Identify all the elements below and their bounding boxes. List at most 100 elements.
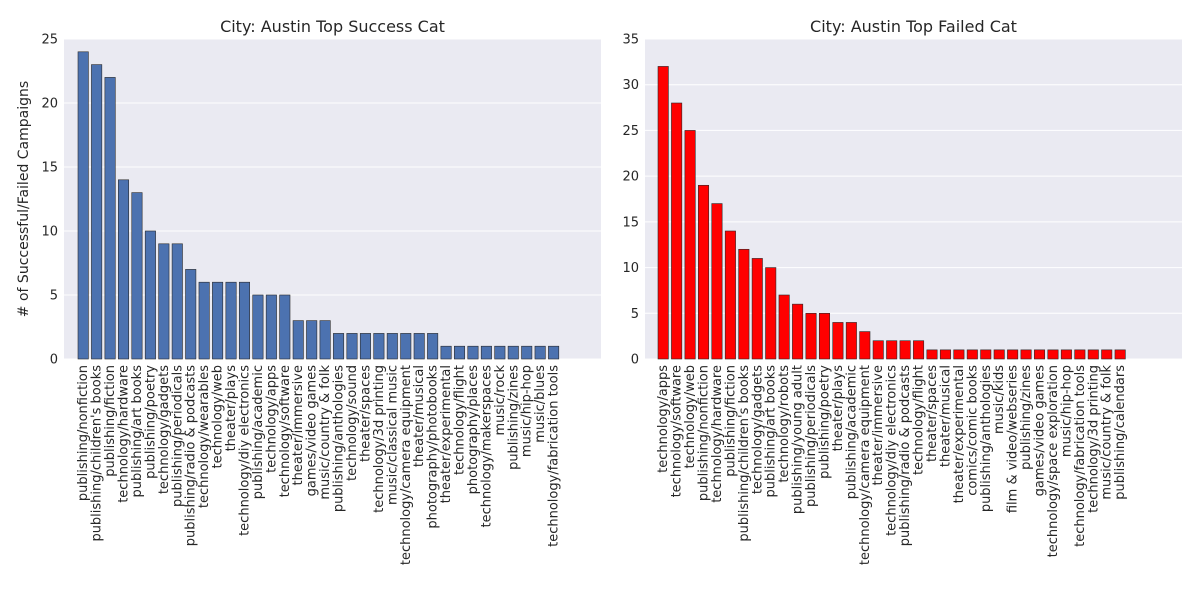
success-bar [346,333,358,360]
failed-x-tick-label: games/video games [1033,365,1048,497]
failed-bar [1101,349,1113,360]
success-bar [158,243,170,360]
success-x-tick-label: music/blues [533,365,548,443]
success-bar [171,243,183,360]
success-bar [265,294,277,360]
success-x-tick-label: games/video games [305,365,320,497]
success-bar [292,320,304,360]
success-bar [225,281,237,360]
success-x-tick-label: technology/apps [264,365,279,473]
success-plot-area [64,39,601,359]
failed-x-tick-label: publishing/young adult [791,365,806,514]
failed-bar [993,349,1005,360]
success-x-tick-label: technology/gadgets [157,365,172,494]
success-bar [118,179,130,360]
failed-bar [859,331,871,360]
failed-bar [872,340,884,360]
failed-x-tick-label: technology/fabrication tools [1073,365,1088,547]
success-x-tick-label: music/country & folk [318,365,333,500]
success-x-tick-label: technology/fabrication tools [547,365,562,547]
success-bar [77,51,89,360]
failed-bar [778,294,790,360]
success-bar [427,333,439,360]
failed-bar [684,130,696,360]
failed-bar [805,312,817,360]
success-x-tick-label: publishing/poetry [143,365,158,479]
failed-bar [1047,349,1059,360]
success-x-tick-label: publishing/academic [251,365,266,499]
failed-x-tick-label: technology/gadgets [750,365,765,494]
failed-y-tick-label: 20 [622,170,639,185]
success-bar [104,77,116,360]
success-x-tick-label: publishing/nonfiction [76,365,91,501]
success-bar [373,333,385,360]
failed-x-tick-label: publishing/academic [844,365,859,499]
failed-y-tick-label: 5 [631,307,639,322]
success-y-tick-label: 20 [41,97,58,112]
success-bar [252,294,264,360]
success-x-tick-label: photography/photobooks [426,365,441,529]
failed-bar [913,340,925,360]
failed-x-tick-label: publishing/nonfiction [697,365,712,501]
failed-x-tick-label: publishing/periodicals [804,365,819,507]
success-x-tick-label: publishing/anthologies [332,365,347,512]
success-x-tick-label: technology/web [211,365,226,468]
failed-x-tick-label: technology/space exploration [1046,365,1061,557]
success-x-tick-label: publishing/zines [506,365,521,470]
failed-y-tick-label: 10 [622,261,639,276]
failed-x-tick-label: theater/spaces [925,365,940,462]
failed-x-tick-label: publishing/radio & podcasts [898,365,913,546]
success-bar [494,345,506,360]
success-x-tick-label: technology/software [278,365,293,497]
failed-bar [751,258,763,360]
success-bar [521,345,533,360]
failed-x-tick-label: theater/plays [831,365,846,452]
success-bar [212,281,224,360]
success-x-tick-label: publishing/fiction [103,365,118,477]
success-y-tick-label: 10 [41,225,58,240]
success-bar [333,333,345,360]
failed-bar [1060,349,1072,360]
failed-x-tick-label: music/hip-hop [1059,365,1074,457]
success-y-tick-label: 25 [41,33,58,48]
success-x-tick-label: technology/hardware [117,365,132,503]
success-bar [238,281,250,360]
success-x-tick-label: theater/experimental [439,365,454,503]
failed-x-tick-label: technology/software [670,365,685,497]
failed-bar [1087,349,1099,360]
success-bar [185,269,197,360]
success-x-tick-label: theater/musical [412,365,427,467]
failed-x-tick-label: publishing/anthologies [979,365,994,512]
chart-success-categories: 0 5 10 15 20 25 City: Austin Top Success Cat # … [16,17,601,565]
success-bar [198,281,210,360]
success-x-tick-label: music/classical music [385,365,400,505]
success-y-axis-label: # of Successful/Failed Campaigns [16,81,32,317]
failed-x-tick-label: technology/web [683,365,698,468]
failed-x-tick-label: publishing/fiction [723,365,738,477]
success-bar [144,230,156,360]
success-bar [413,333,425,360]
success-bar [386,333,398,360]
failed-y-tick-label: 25 [622,124,639,139]
failed-bar [1020,349,1032,360]
success-x-tick-label: photography/places [466,365,481,495]
success-x-tick-label: publishing/children's books [90,365,105,542]
success-x-tick-label: publishing/radio & podcasts [184,365,199,546]
failed-y-tick-label: 0 [631,353,639,368]
success-x-tick-label: technology/wearables [197,365,212,508]
failed-bar [899,340,911,360]
failed-bar [832,322,844,360]
success-x-tick-label: technology/makerspaces [479,365,494,528]
failed-bar [671,102,683,360]
failed-bar [1074,349,1086,360]
failed-x-tick-label: publishing/calendars [1113,365,1128,500]
success-x-tick-label: theater/spaces [358,365,373,462]
failed-bar [738,248,750,360]
success-y-tick-label: 5 [50,289,58,304]
failed-chart-title: City: Austin Top Failed Cat [810,17,1017,36]
success-x-tick-label: technology/flight [453,365,468,475]
failed-bar [792,303,804,360]
success-bar [131,192,143,360]
failed-bar [698,184,710,360]
